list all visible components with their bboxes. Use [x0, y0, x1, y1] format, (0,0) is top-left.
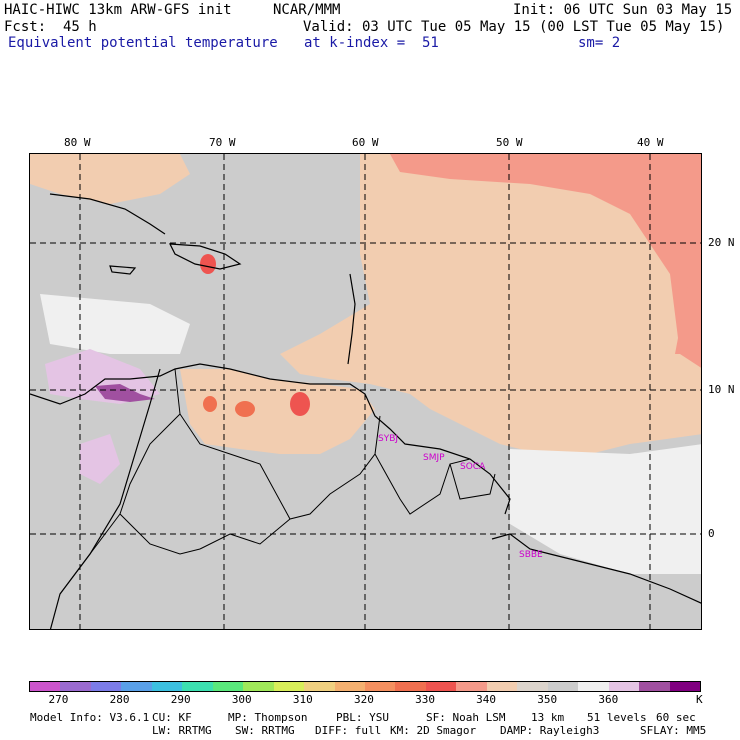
- footer-microphysics: MP: Thompson: [228, 711, 308, 724]
- footer-longwave: LW: RRTMG: [152, 724, 212, 737]
- colorbar-swatch: [334, 682, 365, 691]
- footer-cumulus: CU: KF: [152, 711, 192, 724]
- colorbar: [29, 681, 701, 692]
- footer-resolution: 13 km: [531, 711, 565, 724]
- theta-e-hotspot-venezuela-1: [235, 401, 255, 417]
- level-index: at k-index = 51: [304, 35, 439, 51]
- colorbar-tick-label: 320: [354, 693, 374, 706]
- station-smjp: SMJP: [423, 453, 445, 463]
- footer-surface-layer: SFLAY: MM5: [640, 724, 707, 737]
- theta-e-band-345k: [280, 154, 701, 454]
- lon-label-60w: 60 W: [352, 136, 379, 149]
- smoothing-label: sm= 2: [578, 35, 621, 51]
- colorbar-tick-label: 280: [109, 693, 130, 706]
- colorbar-swatch: [212, 682, 244, 691]
- theta-e-band-345k-west: [30, 154, 190, 204]
- colorbar-swatch: [121, 682, 152, 691]
- colorbar-tick-label: 340: [476, 693, 497, 706]
- station-labels: SYBJ SMJP SOCA SBBE: [378, 434, 543, 560]
- colorbar-swatch: [90, 682, 122, 691]
- theta-e-hotspot-venezuela-2: [290, 392, 310, 416]
- footer-timestep: 60 sec: [656, 711, 696, 724]
- forecast-label: Fcst:: [4, 19, 47, 35]
- footer-pbl: PBL: YSU: [336, 711, 389, 724]
- colorbar-swatch: [486, 682, 518, 691]
- theta-e-band-365k-colombia: [80, 434, 120, 484]
- colorbar-swatch: [60, 682, 91, 691]
- theta-e-hotspot-hispaniola: [200, 254, 216, 274]
- colorbar-swatch: [395, 682, 426, 691]
- station-sbbe: SBBE: [519, 550, 543, 560]
- lon-label-70w: 70 W: [209, 136, 236, 149]
- colorbar-swatch: [151, 682, 183, 691]
- colorbar-tick-label: 330: [415, 693, 435, 706]
- organization-label: NCAR/MMM: [273, 2, 341, 18]
- colorbar-swatch: [517, 682, 548, 691]
- footer-model-version: Model Info: V3.6.1: [30, 711, 150, 724]
- colorbar-tick-label: 290: [170, 693, 191, 706]
- theta-e-hotspot-venezuela-3: [203, 396, 217, 412]
- colorbar-swatch: [243, 682, 274, 691]
- footer-shortwave: SW: RRTMG: [235, 724, 295, 737]
- lat-label-10n: 10 N: [708, 383, 735, 396]
- colorbar-tick-label: 270: [48, 693, 69, 706]
- graticule: [30, 154, 701, 629]
- colorbar-swatch: [182, 682, 213, 691]
- colorbar-tick-label: 360: [598, 693, 619, 706]
- colorbar-swatch: [456, 682, 487, 691]
- colorbar-swatch: [608, 682, 640, 691]
- forecast-hours: 45 h: [63, 19, 97, 35]
- footer-surface: SF: Noah LSM: [426, 711, 506, 724]
- colorbar-swatch: [639, 682, 670, 691]
- lon-label-50w: 50 W: [496, 136, 523, 149]
- colorbar-swatch: [425, 682, 457, 691]
- station-soca: SOCA: [460, 462, 486, 472]
- lon-label-80w: 80 W: [64, 136, 91, 149]
- model-title: HAIC-HIWC 13km ARW-GFS init: [4, 2, 232, 18]
- map-canvas: SYBJ SMJP SOCA SBBE: [30, 154, 701, 629]
- colorbar-swatch: [304, 682, 335, 691]
- footer-km: KM: 2D Smagor: [390, 724, 477, 737]
- lat-label-0: 0: [708, 527, 715, 540]
- colorbar-swatch: [273, 682, 305, 691]
- colorbar-tick-label: 310: [292, 693, 313, 706]
- colorbar-swatch: [578, 682, 609, 691]
- colorbar-swatch: [30, 682, 61, 691]
- lon-label-40w: 40 W: [637, 136, 664, 149]
- valid-time: Valid: 03 UTC Tue 05 May 15 (00 LST Tue …: [303, 19, 725, 35]
- colorbar-unit: K: [696, 693, 703, 706]
- colorbar-swatch: [669, 682, 700, 691]
- lat-label-20n: 20 N: [708, 236, 735, 249]
- theta-e-band-340k: [390, 154, 701, 368]
- theta-e-map: SYBJ SMJP SOCA SBBE: [29, 153, 702, 630]
- theta-e-band-340k-east: [675, 274, 701, 354]
- theta-e-max-region: [95, 384, 155, 402]
- footer-levels: 51 levels: [587, 711, 647, 724]
- init-time: Init: 06 UTC Sun 03 May 15: [513, 2, 733, 18]
- station-sybj: SYBJ: [378, 434, 398, 444]
- field-name: Equivalent potential temperature: [8, 35, 278, 51]
- colorbar-tick-label: 300: [231, 693, 252, 706]
- footer-damping: DAMP: Rayleigh3: [500, 724, 600, 737]
- theta-e-band-360k-caribbean: [40, 294, 190, 354]
- colorbar-swatch: [364, 682, 396, 691]
- colorbar-swatch: [547, 682, 579, 691]
- theta-e-band-360k: [510, 444, 701, 574]
- theta-e-band-345k-south-america: [180, 369, 375, 454]
- colorbar-tick-label: 350: [537, 693, 558, 706]
- footer-diffusion: DIFF: full: [315, 724, 382, 737]
